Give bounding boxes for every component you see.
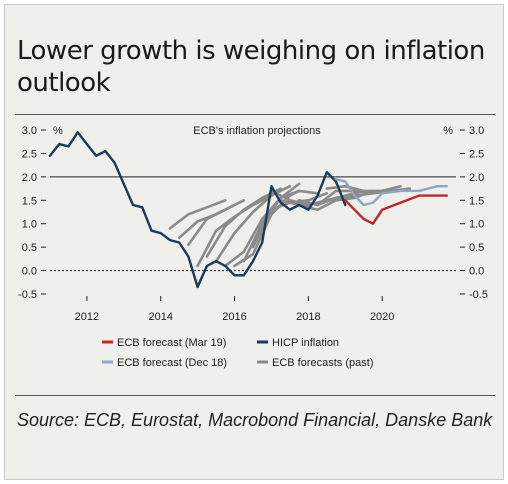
y-tick-label-right: 2.5 [469, 148, 484, 160]
past-forecast-line [205, 187, 283, 258]
past-forecast-line [270, 189, 366, 207]
y-tick-label-left: 3.0 [22, 125, 37, 137]
y-tick-label-right: -0.5 [469, 289, 488, 301]
y-tick-label-right: 0.0 [469, 266, 484, 278]
past-forecast-line [279, 189, 375, 211]
past-forecast-line [168, 199, 227, 230]
source-note: Source: ECB, Eurostat, Macrobond Financi… [17, 410, 493, 430]
past-forecast-line [224, 182, 301, 268]
y-tick-label-left: 2.5 [22, 148, 37, 160]
legend-label-past: ECB forecasts (past) [272, 357, 373, 369]
y-tick-label-left: 0.0 [22, 266, 37, 278]
legend-label-mar19: ECB forecast (Mar 19) [117, 337, 226, 349]
x-tick-label: 2018 [296, 311, 320, 323]
y-unit-left: % [53, 125, 63, 137]
legend-label-hicp: HICP inflation [272, 337, 339, 349]
hicp-line [48, 131, 347, 289]
y-unit-right: % [443, 125, 453, 137]
x-tick-label: 2012 [75, 311, 99, 323]
x-tick-label: 2014 [148, 311, 172, 323]
source-divider [15, 395, 495, 396]
y-tick-label-right: 3.0 [469, 125, 484, 137]
x-tick-label: 2020 [370, 311, 394, 323]
chart-title: Lower growth is weighing on inflation ou… [17, 36, 485, 98]
legend-label-dec18: ECB forecast (Dec 18) [117, 357, 227, 369]
y-tick-label-left: 2.0 [22, 172, 37, 184]
y-tick-label-right: 2.0 [469, 172, 484, 184]
x-tick-label: 2016 [222, 311, 246, 323]
title-divider [15, 114, 495, 115]
chart-card: Lower growth is weighing on inflation ou… [4, 4, 504, 480]
y-tick-label-right: 0.5 [469, 242, 484, 254]
y-tick-label-right: 1.5 [469, 195, 484, 207]
y-tick-label-left: 1.0 [22, 219, 37, 231]
past-forecast-line [214, 184, 292, 263]
chart-inner-title: ECB's inflation projections [193, 125, 321, 137]
y-tick-label-left: 0.5 [22, 242, 37, 254]
y-tick-label-left: 1.5 [22, 195, 37, 207]
y-tick-label-left: -0.5 [18, 289, 37, 301]
mar19-line [344, 194, 448, 225]
past-forecast-line [187, 199, 246, 247]
dec18-line [334, 177, 448, 207]
past-forecast-line [242, 189, 319, 263]
y-tick-label-right: 1.0 [469, 219, 484, 231]
